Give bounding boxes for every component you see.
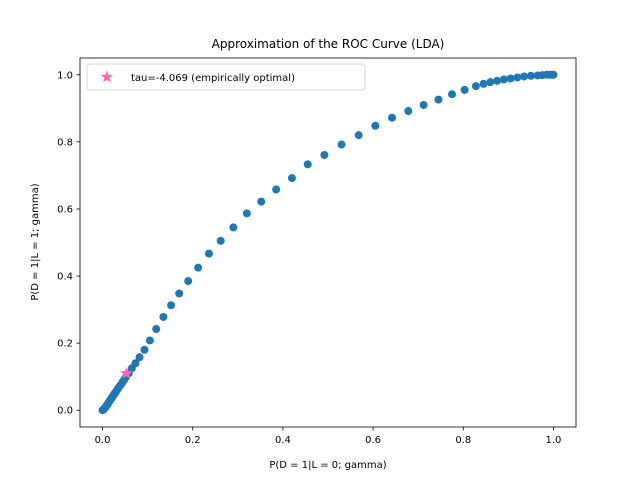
roc-point — [216, 236, 225, 245]
roc-point — [175, 289, 184, 298]
x-axis: 0.0 0.2 0.4 0.6 0.8 1.0 — [95, 427, 562, 446]
x-tick-label: 0.8 — [455, 435, 471, 446]
roc-point — [479, 79, 488, 88]
roc-point — [135, 353, 144, 362]
roc-point — [526, 71, 535, 80]
roc-point — [549, 70, 558, 79]
legend-entry-label: tau=-4.069 (empirically optimal) — [131, 73, 295, 84]
y-tick-label: 0.6 — [57, 204, 73, 215]
roc-point — [337, 140, 346, 149]
legend-box — [86, 63, 366, 91]
chart-title: Approximation of the ROC Curve (LDA) — [212, 37, 445, 51]
roc-point — [303, 160, 312, 169]
roc-point — [159, 312, 168, 321]
legend-marker-star — [100, 70, 114, 83]
roc-point — [145, 336, 154, 345]
roc-point — [194, 263, 203, 272]
y-tick-label: 1.0 — [57, 70, 73, 81]
x-tick-label: 0.0 — [95, 435, 111, 446]
x-tick-label: 0.2 — [185, 435, 201, 446]
roc-point — [434, 95, 443, 104]
roc-point — [152, 325, 161, 334]
x-tick-label: 1.0 — [546, 435, 562, 446]
roc-point — [229, 223, 238, 232]
y-tick-label: 0.8 — [57, 137, 73, 148]
roc-point — [493, 76, 502, 85]
data-points — [98, 70, 558, 415]
roc-point — [506, 74, 515, 83]
roc-point — [272, 185, 281, 194]
y-axis: 0.0 0.2 0.4 0.6 0.8 1.0 — [57, 70, 80, 417]
y-tick-label: 0.2 — [57, 339, 73, 350]
roc-point — [242, 209, 251, 218]
roc-point — [513, 73, 522, 82]
roc-point — [499, 75, 508, 84]
roc-point — [371, 121, 380, 130]
x-axis-label: P(D = 1|L = 0; gamma) — [269, 460, 386, 471]
roc-point — [257, 197, 266, 206]
roc-point — [140, 345, 149, 354]
roc-point — [419, 100, 428, 109]
roc-point — [388, 113, 397, 122]
roc-point — [520, 72, 529, 81]
roc-point — [404, 107, 413, 116]
roc-point — [460, 85, 469, 94]
x-tick-label: 0.6 — [365, 435, 381, 446]
roc-point — [287, 174, 296, 183]
legend: tau=-4.069 (empirically optimal) — [86, 63, 366, 91]
optimal-point-star — [120, 366, 133, 379]
y-tick-label: 0.4 — [57, 272, 73, 283]
roc-point — [320, 150, 329, 159]
plot-area — [79, 57, 577, 428]
roc-point — [471, 82, 480, 91]
y-axis-label: P(D = 1|L = 1; gamma) — [30, 183, 41, 300]
roc-point — [204, 249, 213, 258]
roc-point — [486, 78, 495, 87]
roc-point — [167, 301, 176, 310]
roc-point — [448, 90, 456, 99]
x-tick-label: 0.4 — [275, 435, 291, 446]
roc-point — [131, 359, 140, 368]
y-tick-label: 0.0 — [57, 406, 73, 417]
roc-point — [184, 277, 193, 286]
roc-point — [354, 131, 363, 140]
